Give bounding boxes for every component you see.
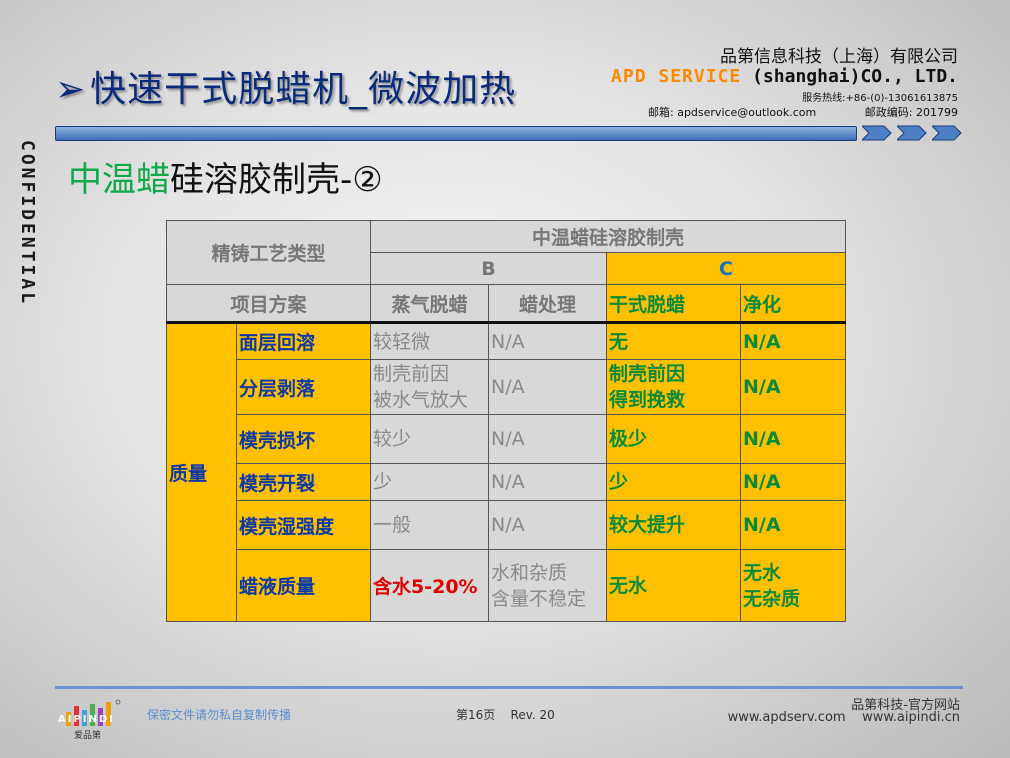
cell-wax: N/A [488, 414, 608, 464]
confidential-notice: 保密文件请勿私自复制传播 [147, 708, 292, 722]
company-name-en: APD SERVICE (shanghai)CO., LTD. [611, 66, 958, 87]
row-name: 模壳损坏 [235, 414, 372, 464]
col-clean-header: 净化 [740, 284, 847, 324]
cell-clean: N/A [740, 322, 847, 360]
company-suffix: (shanghai)CO., LTD. [752, 66, 958, 87]
cell-steam: 少 [370, 463, 490, 501]
cell-wax: 水和杂质 含量不稳定 [488, 549, 608, 622]
comparison-table: 精铸工艺类型 中温蜡硅溶胶制壳 B C 项目方案 蒸气脱蜡 蜡处理 干式脱蜡 净… [165, 220, 847, 622]
table-row: 模壳湿强度 一般 N/A 较大提升 N/A [167, 500, 847, 550]
revision: Rev. 20 [510, 708, 555, 722]
col-steam-header: 蒸气脱蜡 [370, 284, 490, 324]
cell-wax: N/A [488, 359, 608, 415]
cell-wax: N/A [488, 463, 608, 501]
cell-dry: 少 [606, 463, 742, 501]
cell-dry: 制壳前因 得到挽救 [606, 359, 742, 415]
group-c-header: C [606, 252, 847, 285]
footer-divider [55, 686, 963, 689]
cell-wax: N/A [488, 500, 608, 550]
row-name: 蜡液质量 [235, 549, 372, 622]
col-dry-header: 干式脱蜡 [606, 284, 742, 324]
row-name: 模壳开裂 [235, 463, 372, 501]
quality-category: 质量 [166, 322, 237, 622]
row-name: 模壳湿强度 [235, 500, 372, 550]
cell-dry: 无水 [606, 549, 742, 622]
slide-title-text: 快速干式脱蜡机_微波加热 [90, 69, 517, 110]
cell-dry: 无 [606, 322, 742, 360]
cell-steam: 含水5-20% [370, 549, 490, 622]
email: 邮箱: apdservice@outlook.com [648, 106, 817, 119]
hotline: 服务热线:+86-(0)-13061613875 [802, 93, 958, 104]
table-row: 蜡液质量 含水5-20% 水和杂质 含量不稳定 无水 无水 无杂质 [167, 549, 847, 622]
cell-steam: 一般 [370, 500, 490, 550]
cell-steam: 制壳前因 被水气放大 [370, 359, 490, 415]
cell-steam: 较少 [370, 414, 490, 464]
row-name: 分层剥落 [235, 359, 372, 415]
cell-clean: N/A [740, 500, 847, 550]
confidential-watermark: CONFIDENTIAL [17, 139, 38, 307]
cell-clean: N/A [740, 414, 847, 464]
table-row: 模壳损坏 较少 N/A 极少 N/A [167, 414, 847, 464]
logo-caption: 爱品第 [74, 731, 102, 741]
table-row: 模壳开裂 少 N/A 少 N/A [167, 463, 847, 501]
subtitle-rest: 硅溶胶制壳-② [170, 160, 383, 200]
page-number: 第16页 [456, 708, 496, 722]
item-label: 项目方案 [165, 284, 372, 324]
process-type-label: 精铸工艺类型 [165, 220, 372, 285]
chevron-right-icon [862, 125, 892, 141]
cell-clean: N/A [740, 463, 847, 501]
cell-clean: N/A [740, 359, 847, 415]
aipindi-logo-icon [66, 699, 121, 726]
section-subtitle: 中温蜡硅溶胶制壳-② [68, 152, 383, 201]
company-name-cn: 品第信息科技（上海）有限公司 [720, 47, 958, 67]
cell-steam: 较轻微 [370, 322, 490, 360]
col-wax-header: 蜡处理 [488, 284, 608, 324]
page-info: 第16页 Rev. 20 [456, 706, 555, 723]
website-urls: www.apdserv.com www.aipindi.cn [727, 710, 960, 725]
website-label: 品第科技-官方网站 [851, 698, 960, 713]
subtitle-highlight: 中温蜡 [68, 160, 170, 200]
arrow-bullet-icon: ➢ [55, 69, 87, 110]
slide-title: ➢ 快速干式脱蜡机_微波加热 [55, 60, 516, 112]
cell-dry: 极少 [606, 414, 742, 464]
header-divider-bar [55, 126, 857, 141]
main-header: 中温蜡硅溶胶制壳 [370, 220, 847, 253]
cell-clean: 无水 无杂质 [740, 549, 847, 622]
cell-wax: N/A [488, 322, 608, 360]
row-name: 面层回溶 [235, 322, 372, 360]
chevron-right-icon [897, 125, 927, 141]
company-brand: APD SERVICE [611, 66, 742, 87]
cell-dry: 较大提升 [606, 500, 742, 550]
table-row: 质量 面层回溶 较轻微 N/A 无 N/A [166, 322, 847, 622]
group-b-header: B [370, 252, 608, 285]
chevron-right-icon [932, 125, 962, 141]
logo-letters: AIPINDI [58, 714, 115, 725]
postcode: 邮政编码: 201799 [864, 106, 958, 119]
table-row: 分层剥落 制壳前因 被水气放大 N/A 制壳前因 得到挽救 N/A [167, 359, 847, 415]
